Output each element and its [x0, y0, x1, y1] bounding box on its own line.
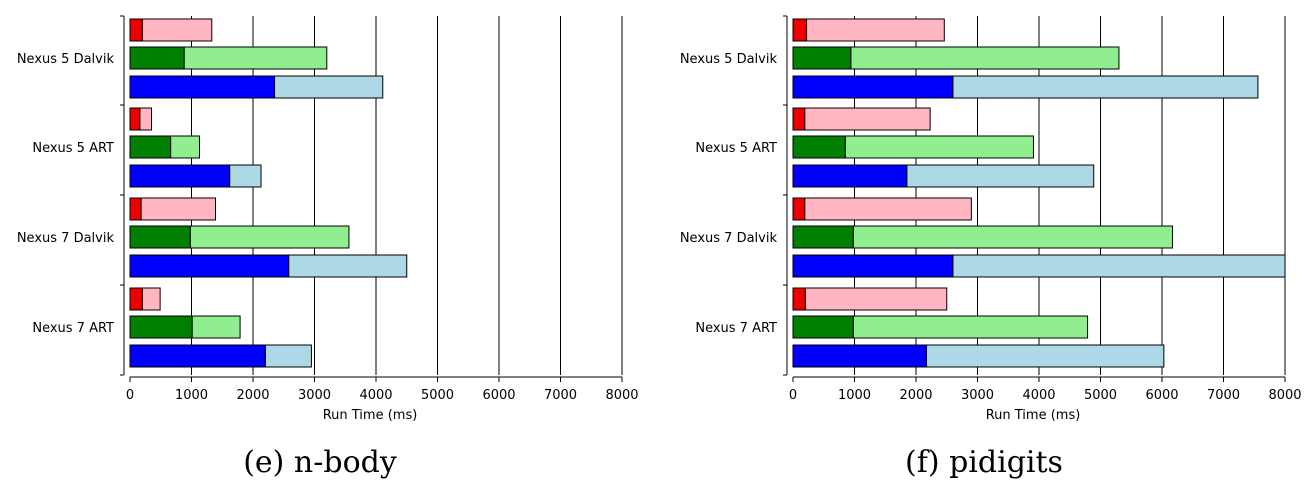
panel0-bar-blue-light [274, 75, 384, 99]
panel1-bar-green-light [852, 225, 1173, 249]
nbody-chart: 0 1000 2000 3000 4000 5000 6000 7000 8000 Nexus 5… [17, 15, 639, 480]
panel1-bar-red-dark [792, 107, 806, 131]
panel1-bar-red-dark [792, 18, 808, 42]
panel0-bar-green-dark [129, 315, 193, 339]
panel0-bar-blue-dark [129, 75, 276, 99]
panel0-bar-red-light [141, 287, 161, 311]
panel0-bar-green-light [191, 315, 241, 339]
panel0-bar-green-dark [129, 46, 185, 70]
panel0-bar-green-light [170, 135, 200, 159]
panel0-x-tick-label: 0 [126, 388, 134, 403]
panel1-bar-red-light [804, 287, 948, 311]
panel1-bar-red-light [806, 18, 945, 42]
panel1-bar-green-light [852, 315, 1089, 339]
panel1-bar-green-dark [792, 46, 852, 70]
panel0-caption: (e) n-body [243, 445, 397, 480]
panel1-x-axis-label: Run Time (ms) [986, 408, 1081, 423]
panel0-bar-green-dark [129, 135, 172, 159]
panel0-bar-blue-dark [129, 344, 266, 368]
panel1-bar-red-dark [792, 287, 806, 311]
panel0-bar-green-light [183, 46, 328, 70]
panel1-bar-green-light [844, 135, 1034, 159]
panel1-x-tick-label: 0 [789, 388, 797, 403]
panel1-x-tick-label: 4000 [1022, 388, 1055, 403]
panel1-category-label: Nexus 7 Dalvik [680, 231, 778, 246]
panel0-x-tick-label: 2000 [236, 388, 269, 403]
panel0-bar-blue-dark [129, 254, 290, 278]
panel1-bar-blue-dark [792, 75, 954, 99]
panel0-bar-red-dark [129, 107, 141, 131]
panel1-x-tick-label: 2000 [899, 388, 932, 403]
panel1-category-label: Nexus 7 ART [695, 321, 777, 336]
panel0-bar-green-dark [129, 225, 191, 249]
panel0-bar-green-light [189, 225, 350, 249]
panel0-category-label: Nexus 7 ART [32, 321, 114, 336]
panel0-x-tick-label: 6000 [482, 388, 515, 403]
panel0-category-label: Nexus 7 Dalvik [17, 231, 115, 246]
panel0-bar-blue-dark [129, 164, 231, 188]
panel0-category-label: Nexus 5 Dalvik [17, 52, 115, 67]
panel0-bar-blue-light [288, 254, 408, 278]
panel1-bar-blue-light [952, 254, 1286, 278]
panel1-category-label: Nexus 5 ART [695, 141, 777, 156]
panel1-bar-blue-dark [792, 254, 954, 278]
panel1-x-tick-label: 1000 [838, 388, 871, 403]
panel0-bar-red-dark [129, 287, 143, 311]
panel1-bar-red-dark [792, 197, 806, 221]
panel0-bar-red-light [141, 18, 213, 42]
panel1-bar-blue-light [906, 164, 1095, 188]
panel1-bar-green-dark [792, 135, 846, 159]
panel1-bar-blue-light [925, 344, 1165, 368]
panel0-bar-blue-light [229, 164, 262, 188]
panel1-x-tick-label: 7000 [1207, 388, 1240, 403]
panel1-caption: (f) pidigits [905, 445, 1063, 480]
panel0-bar-blue-light [264, 344, 312, 368]
panel1-bar-red-light [804, 197, 972, 221]
panel1-bar-green-light [850, 46, 1120, 70]
panel1-bar-blue-dark [792, 164, 908, 188]
panel0-x-tick-label: 7000 [544, 388, 577, 403]
panel0-bar-red-dark [129, 18, 143, 42]
panel1-x-tick-label: 3000 [961, 388, 994, 403]
panel0-x-tick-label: 5000 [421, 388, 454, 403]
panel1-x-tick-label: 5000 [1084, 388, 1117, 403]
panel0-x-tick-label: 4000 [359, 388, 392, 403]
panel0-x-tick-label: 3000 [298, 388, 331, 403]
pidigits-chart: 0 1000 2000 3000 4000 5000 6000 7000 8000 Nexus 5… [680, 15, 1302, 480]
panel1-category-label: Nexus 5 Dalvik [680, 52, 778, 67]
panel1-x-tick-label: 6000 [1145, 388, 1178, 403]
panel0-bar-red-dark [129, 197, 142, 221]
panel1-bar-blue-dark [792, 344, 927, 368]
panel0-x-tick-label: 1000 [175, 388, 208, 403]
panel1-bar-blue-light [952, 75, 1259, 99]
panel0-category-label: Nexus 5 ART [32, 141, 114, 156]
panel0-bar-red-light [140, 197, 216, 221]
panel0-x-axis-label: Run Time (ms) [323, 408, 418, 423]
panel0-x-tick-label: 8000 [605, 388, 638, 403]
panel0-bar-red-light [139, 107, 153, 131]
panel1-bar-green-dark [792, 315, 854, 339]
panel1-bar-green-dark [792, 225, 854, 249]
panel1-bar-red-light [804, 107, 931, 131]
panel1-x-tick-label: 8000 [1268, 388, 1301, 403]
